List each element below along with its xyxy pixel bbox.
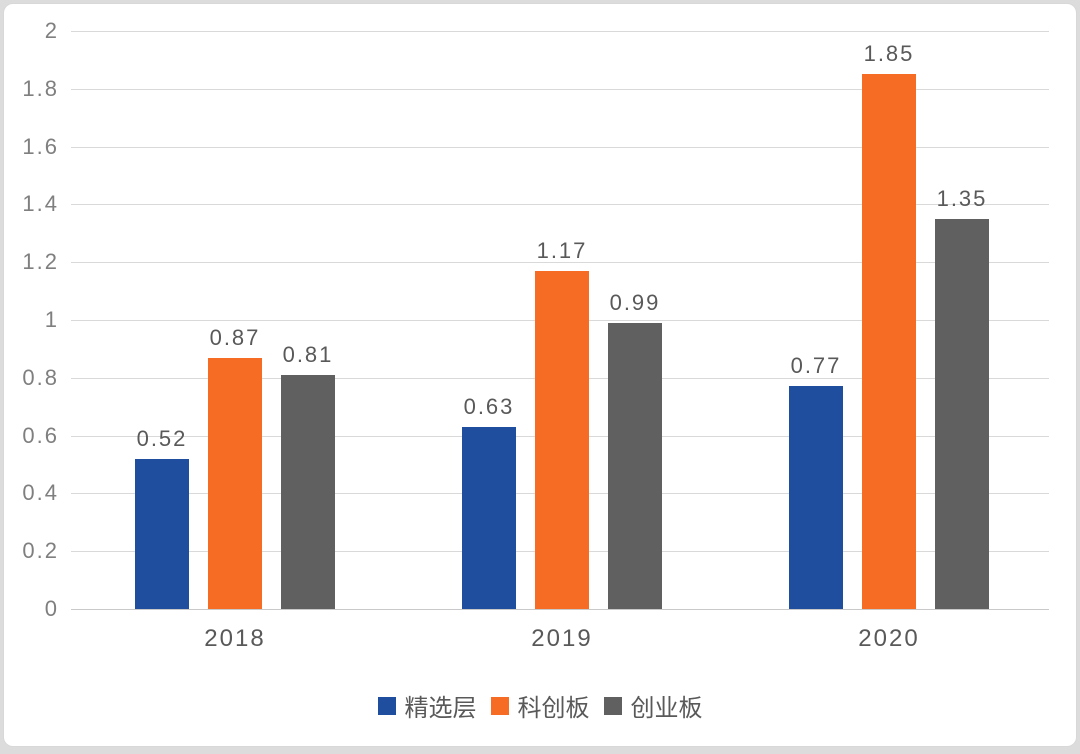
y-gridline: [71, 88, 1049, 90]
legend-label: 科创板: [517, 695, 590, 722]
bar-2020-series-1: [862, 74, 916, 609]
chart-card: 0 0.2 0.4 0.6 0.8 1 1.2 1.4 1.6 1.8 2 0.52 0.87 0.81 2…: [3, 3, 1077, 747]
bar-2019-series-0: [462, 426, 516, 609]
bar-value-label: 0.99: [609, 289, 661, 315]
bar-value-label: 0.87: [209, 324, 261, 350]
bar-2018-series-0: [135, 458, 189, 609]
y-axis-tick-label: 1.6: [22, 133, 59, 159]
y-gridline: [71, 31, 1049, 32]
x-axis-tick-label-2020: 2020: [858, 625, 920, 652]
bar-2020-series-0: [789, 386, 843, 609]
legend-swatch-icon: [603, 696, 622, 715]
x-axis-tick-label-2019: 2019: [531, 625, 593, 652]
bar-2018-series-2: [281, 374, 335, 609]
chart-legend: 精选层 科创板 创业板: [4, 688, 1076, 723]
y-axis-tick-label: 1.8: [22, 75, 59, 101]
legend-item-1: 科创板: [490, 688, 590, 723]
bar-value-label: 1.35: [936, 185, 988, 211]
bar-value-label: 0.52: [136, 425, 188, 451]
bar-value-label: 0.63: [463, 393, 515, 419]
bar-2020-series-2: [935, 218, 989, 609]
legend-swatch-icon: [490, 696, 509, 715]
y-gridline: [71, 204, 1049, 206]
y-axis-tick-label: 0.4: [22, 480, 59, 506]
y-axis-tick-label: 1.4: [22, 191, 59, 217]
bar-value-label: 0.77: [790, 353, 842, 379]
legend-label: 精选层: [404, 695, 477, 722]
y-gridline: [71, 262, 1049, 264]
y-axis-tick-label: 1: [44, 307, 59, 332]
y-axis-tick-label: 0: [44, 596, 59, 621]
y-axis-tick-label: 1.2: [22, 249, 59, 275]
bar-2019-series-2: [608, 322, 662, 609]
bar-2019-series-1: [535, 270, 589, 609]
bar-2018-series-1: [208, 357, 262, 609]
bar-value-label: 1.85: [863, 41, 915, 67]
grouped-bar-chart: 0 0.2 0.4 0.6 0.8 1 1.2 1.4 1.6 1.8 2 0.52 0.87 0.81 2…: [4, 4, 1076, 746]
legend-item-2: 创业板: [603, 688, 703, 723]
x-axis-baseline: [71, 609, 1049, 610]
legend-swatch-icon: [377, 696, 396, 715]
y-axis-tick-label: 0.2: [22, 538, 59, 564]
y-gridline: [71, 146, 1049, 148]
y-axis-tick-label: 2: [44, 18, 59, 43]
bar-value-label: 0.81: [282, 341, 334, 367]
bar-value-label: 1.17: [536, 237, 588, 263]
legend-item-0: 精选层: [377, 688, 477, 723]
x-axis-tick-label-2018: 2018: [204, 625, 266, 652]
y-axis-tick-label: 0.6: [22, 422, 59, 448]
legend-label: 创业板: [630, 695, 703, 722]
y-axis-tick-label: 0.8: [22, 364, 59, 390]
